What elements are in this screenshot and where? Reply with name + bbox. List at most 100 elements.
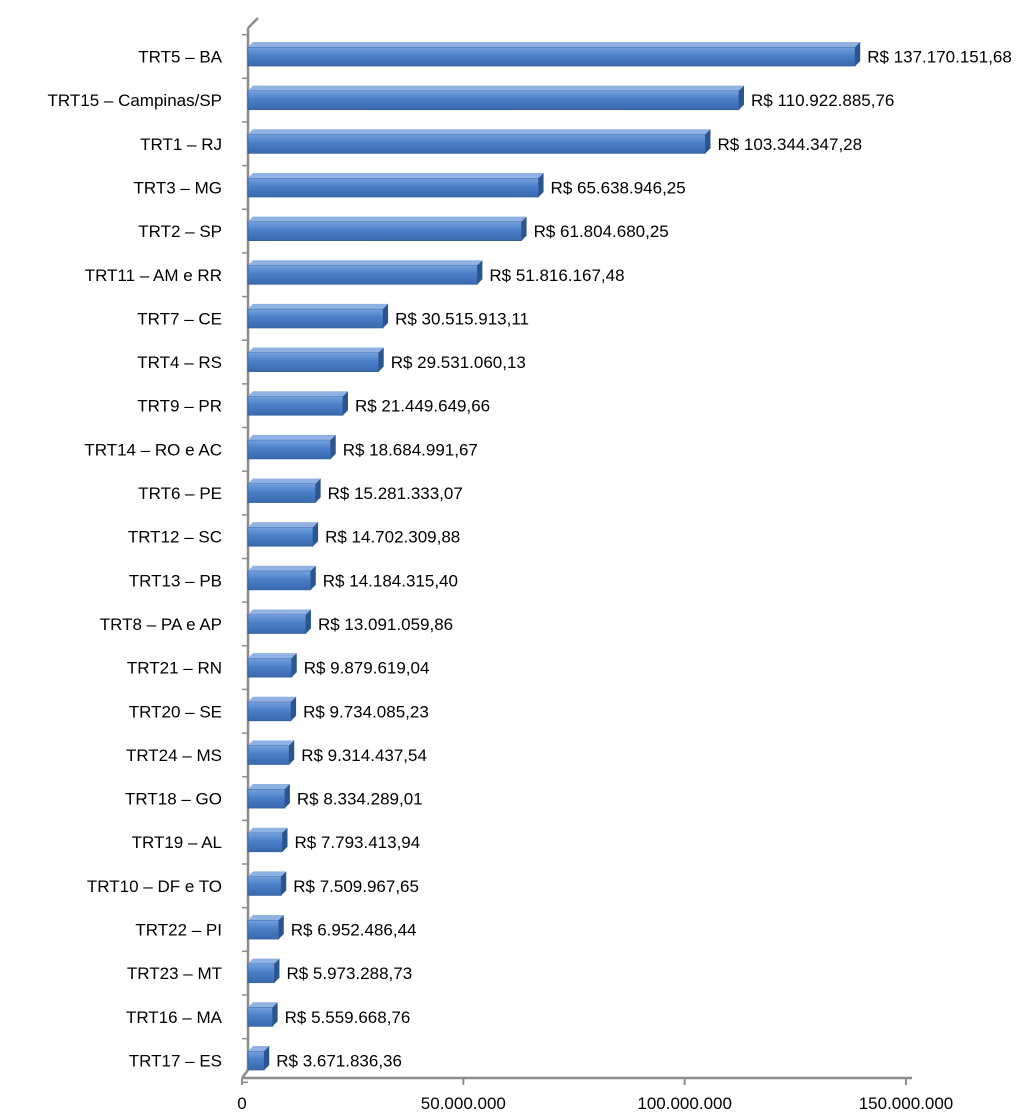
bar-front bbox=[247, 264, 478, 285]
bar-side bbox=[310, 565, 316, 590]
value-label: R$ 15.281.333,07 bbox=[328, 484, 463, 503]
bar-front bbox=[247, 832, 283, 853]
category-label: TRT5 – BA bbox=[138, 48, 222, 67]
bar-top bbox=[248, 434, 336, 440]
bar-side bbox=[264, 1045, 270, 1070]
value-label: R$ 30.515.913,11 bbox=[395, 309, 529, 328]
category-label: TRT13 – PB bbox=[129, 571, 222, 590]
bar bbox=[247, 303, 389, 329]
category-label: TRT12 – SC bbox=[128, 528, 222, 547]
category-label: TRT24 – MS bbox=[126, 746, 222, 765]
category-label: TRT9 – PR bbox=[137, 397, 222, 416]
bar-front bbox=[247, 352, 380, 372]
category-label: TRT1 – RJ bbox=[140, 135, 222, 154]
bar bbox=[247, 915, 284, 940]
bar bbox=[247, 391, 348, 416]
bar bbox=[247, 522, 319, 547]
value-label: R$ 14.184.315,40 bbox=[323, 571, 458, 590]
bar-front bbox=[247, 919, 280, 940]
bar-front bbox=[247, 46, 856, 67]
chart-axes bbox=[241, 17, 912, 1084]
value-label: R$ 65.638.946,25 bbox=[551, 178, 686, 197]
category-label: TRT11 – AM e RR bbox=[85, 266, 222, 285]
bar-top bbox=[248, 303, 389, 309]
bar-side bbox=[705, 129, 711, 154]
value-label: R$ 7.793.413,94 bbox=[294, 833, 420, 852]
bar-front bbox=[247, 1006, 274, 1027]
category-label: TRT17 – ES bbox=[129, 1051, 222, 1070]
bar-top bbox=[248, 958, 280, 964]
bar-side bbox=[378, 347, 384, 372]
bar-side bbox=[284, 784, 290, 809]
bar-front bbox=[247, 308, 384, 329]
bar-top bbox=[248, 871, 287, 877]
category-label: TRT16 – MA bbox=[126, 1008, 223, 1027]
bar bbox=[247, 85, 745, 111]
value-label: R$ 7.509.967,65 bbox=[293, 877, 419, 896]
bar bbox=[247, 784, 290, 809]
value-label: R$ 5.559.668,76 bbox=[285, 1008, 411, 1027]
bar-side bbox=[274, 958, 280, 983]
bar-front bbox=[247, 526, 314, 547]
bar-top bbox=[248, 609, 311, 615]
category-label: TRT4 – RS bbox=[137, 353, 222, 372]
bar-top bbox=[248, 478, 321, 484]
bar-side bbox=[477, 260, 483, 285]
bar-front bbox=[247, 133, 706, 154]
category-label: TRT18 – GO bbox=[125, 790, 222, 809]
value-label: R$ 110.922.885,76 bbox=[751, 91, 894, 110]
bar-side bbox=[305, 609, 311, 634]
category-label: TRT3 – MG bbox=[134, 178, 222, 197]
bar-top bbox=[248, 1002, 278, 1008]
bar-side bbox=[272, 1002, 278, 1027]
bar bbox=[247, 478, 321, 503]
value-label: R$ 137.170.151,68 bbox=[867, 48, 1012, 67]
value-label: R$ 9.314.437,54 bbox=[301, 746, 427, 765]
bar-side bbox=[313, 522, 319, 547]
bar bbox=[247, 260, 483, 285]
category-label: TRT10 – DF e TO bbox=[87, 877, 222, 896]
category-label: TRT6 – PE bbox=[138, 484, 222, 503]
bar bbox=[247, 696, 297, 722]
value-label: R$ 51.816.167,48 bbox=[489, 266, 624, 285]
category-labels: TRT5 – BA TRT15 – Campinas/SP TRT1 – RJ TRT… bbox=[48, 48, 223, 1071]
bar-top bbox=[248, 260, 483, 266]
bar-top bbox=[248, 42, 861, 47]
bar-side bbox=[342, 391, 348, 416]
bar-top bbox=[248, 522, 319, 528]
bar-side bbox=[330, 434, 336, 459]
bar bbox=[247, 653, 297, 678]
bar-top bbox=[248, 565, 316, 571]
bar-top bbox=[248, 216, 527, 222]
x-tick-label: 150.000.000 bbox=[859, 1094, 954, 1113]
category-label: TRT21 – RN bbox=[127, 659, 222, 678]
bar-front bbox=[247, 657, 293, 678]
bar bbox=[247, 347, 384, 372]
bar-top bbox=[248, 391, 348, 397]
bar-front bbox=[247, 788, 286, 809]
bar-side bbox=[291, 653, 297, 678]
value-label: R$ 21.449.649,66 bbox=[355, 397, 490, 416]
bar bbox=[247, 740, 295, 765]
category-label: TRT14 – RO e AC bbox=[84, 440, 222, 459]
value-labels: R$ 137.170.151,68 R$ 110.922.885,76 R$ 103… bbox=[276, 48, 1012, 1071]
bar-side bbox=[289, 740, 295, 765]
bar bbox=[247, 129, 711, 154]
bar bbox=[247, 172, 544, 198]
bar-side bbox=[278, 915, 284, 939]
category-label: TRT19 – AL bbox=[132, 833, 222, 852]
value-label: R$ 103.344.347,28 bbox=[717, 135, 862, 154]
bar-front bbox=[247, 745, 290, 765]
bar bbox=[247, 434, 336, 460]
bar-top bbox=[248, 1045, 270, 1051]
value-label: R$ 9.734.085,23 bbox=[303, 702, 429, 721]
value-label: R$ 3.671.836,36 bbox=[276, 1051, 402, 1070]
x-tick-label: 50.000.000 bbox=[421, 1094, 506, 1113]
bar-front bbox=[247, 1050, 265, 1071]
value-label: R$ 18.684.991,67 bbox=[343, 440, 478, 459]
bar-side bbox=[855, 42, 861, 66]
bar bbox=[247, 1045, 270, 1071]
bar-front bbox=[247, 439, 332, 460]
bar-side bbox=[281, 871, 287, 896]
bar bbox=[247, 609, 311, 634]
